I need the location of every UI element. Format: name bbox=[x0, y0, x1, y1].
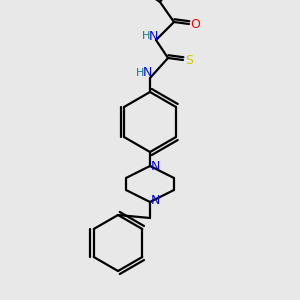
Text: S: S bbox=[185, 53, 193, 67]
Text: N: N bbox=[150, 194, 160, 206]
Text: N: N bbox=[148, 29, 158, 43]
Text: H: H bbox=[142, 31, 150, 41]
Text: N: N bbox=[150, 160, 160, 173]
Text: O: O bbox=[190, 17, 200, 31]
Text: H: H bbox=[136, 68, 144, 78]
Text: N: N bbox=[142, 67, 152, 80]
